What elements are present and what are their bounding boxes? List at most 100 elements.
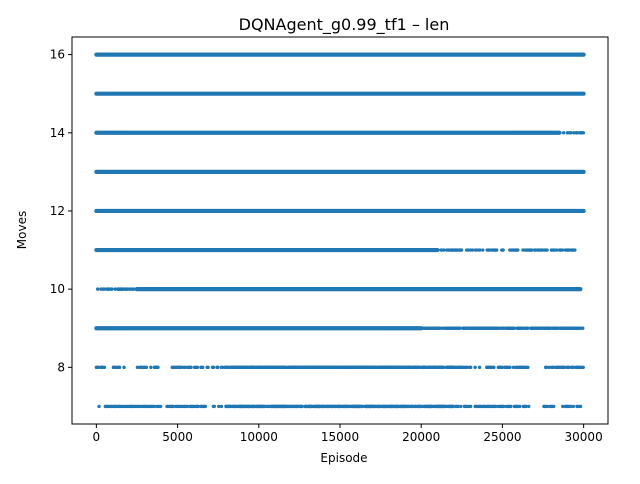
data-point — [468, 365, 473, 370]
data-point — [502, 404, 506, 409]
data-point — [526, 326, 530, 330]
data-point — [581, 365, 585, 370]
data-point — [117, 365, 122, 370]
y-tick-label: 12 — [50, 204, 65, 218]
data-point — [571, 404, 576, 409]
data-point — [435, 248, 440, 252]
data-point — [134, 287, 139, 291]
data-point — [288, 404, 293, 409]
y-axis-ticks: 8 10 12 14 16 — [50, 48, 72, 374]
data-point — [265, 365, 269, 370]
data-point — [581, 326, 585, 330]
data-point — [284, 404, 288, 409]
data-point — [102, 287, 106, 291]
data-point — [203, 404, 208, 409]
data-point — [183, 365, 187, 370]
data-point — [459, 404, 463, 409]
data-point — [135, 365, 140, 370]
data-point — [413, 404, 417, 409]
data-point — [379, 404, 383, 409]
data-point — [578, 404, 583, 409]
data-point — [330, 404, 335, 409]
data-point — [547, 365, 551, 370]
plot-frame — [71, 36, 609, 425]
data-point — [102, 365, 107, 370]
data-point — [122, 365, 126, 370]
data-point — [238, 365, 243, 370]
data-point — [492, 365, 496, 370]
data-point — [516, 248, 520, 252]
data-point — [409, 365, 413, 370]
data-point — [324, 365, 328, 370]
data-point — [441, 365, 446, 370]
data-point — [265, 404, 269, 409]
data-point — [352, 365, 356, 370]
data-point — [470, 248, 475, 252]
data-point — [217, 404, 221, 409]
data-point — [97, 404, 101, 409]
data-point — [501, 248, 505, 252]
x-tick-label: 15000 — [321, 430, 359, 444]
data-point — [418, 404, 422, 409]
data-point — [562, 365, 567, 370]
data-point — [227, 365, 231, 370]
point-row-moves-14 — [94, 130, 586, 135]
data-point — [508, 365, 512, 370]
data-point — [263, 404, 267, 409]
x-tick-label: 30000 — [565, 430, 603, 444]
y-tick-label: 8 — [57, 360, 65, 374]
data-point — [526, 365, 530, 370]
data-point — [494, 248, 499, 252]
data-point — [95, 287, 100, 291]
data-point — [442, 248, 446, 252]
data-point — [554, 248, 559, 252]
data-point — [518, 404, 522, 409]
data-point — [493, 404, 498, 409]
data-points — [94, 52, 586, 409]
data-point — [512, 326, 516, 330]
data-point — [459, 248, 464, 252]
point-row-moves-9 — [94, 326, 585, 331]
data-point — [569, 131, 573, 135]
data-point — [477, 365, 482, 370]
data-point — [561, 131, 566, 135]
data-point — [374, 365, 378, 370]
data-point — [527, 404, 531, 409]
data-point — [295, 404, 300, 409]
x-tick-label: 25000 — [483, 430, 521, 444]
data-point — [558, 131, 562, 135]
data-point — [560, 248, 565, 252]
x-tick-label: 0 — [93, 430, 101, 444]
data-point — [300, 404, 305, 409]
data-point — [149, 365, 153, 370]
data-point — [339, 404, 343, 409]
y-tick-label: 16 — [50, 48, 65, 62]
point-row-moves-11 — [94, 247, 577, 253]
data-point — [573, 248, 577, 252]
data-point — [295, 365, 299, 370]
data-point — [195, 365, 200, 370]
data-point — [382, 404, 387, 409]
data-point — [96, 365, 100, 370]
data-point — [110, 287, 114, 291]
data-point — [560, 404, 565, 409]
data-point — [212, 404, 216, 409]
data-point — [152, 404, 157, 409]
data-point — [552, 404, 556, 409]
y-axis-label: Moves — [15, 211, 29, 249]
data-point — [530, 248, 534, 252]
data-point — [131, 287, 136, 291]
data-point — [360, 404, 364, 409]
data-point — [511, 365, 516, 370]
data-point — [171, 404, 175, 409]
data-point — [569, 404, 573, 409]
x-axis-ticks: 0 5000 10000 15000 20000 25000 30000 — [93, 424, 603, 444]
data-point — [414, 365, 418, 370]
data-point — [158, 404, 163, 409]
data-point — [113, 287, 117, 291]
data-point — [156, 365, 160, 370]
data-point — [219, 404, 224, 409]
data-point — [211, 365, 216, 370]
